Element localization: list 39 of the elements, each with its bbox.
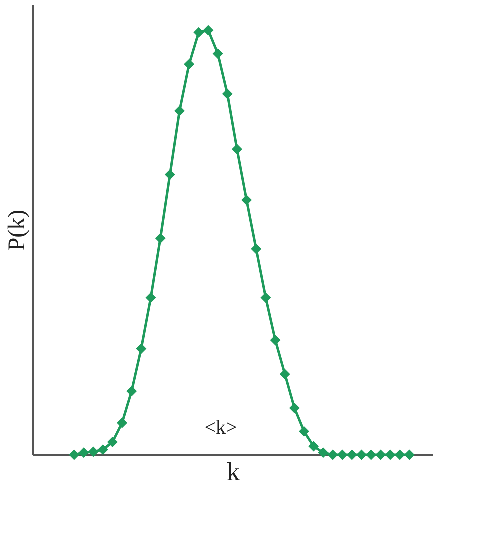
point [155, 233, 166, 244]
point [107, 437, 118, 448]
point [260, 292, 272, 304]
point [164, 170, 176, 180]
point [212, 48, 224, 60]
point [242, 195, 252, 206]
point [98, 444, 108, 456]
point [394, 450, 406, 460]
point [385, 450, 396, 460]
point [346, 450, 358, 460]
x-axis-title: k [227, 458, 240, 486]
point [117, 418, 128, 428]
point [280, 369, 290, 380]
point [251, 244, 262, 254]
point [88, 446, 99, 458]
point [78, 448, 90, 458]
point [289, 403, 300, 414]
point [232, 144, 242, 155]
point [146, 292, 156, 304]
point [194, 27, 204, 38]
point [184, 59, 195, 70]
point [318, 448, 329, 458]
point [136, 344, 147, 354]
point [174, 106, 185, 116]
point [126, 386, 138, 397]
point [376, 450, 386, 460]
point [366, 450, 377, 460]
point [203, 25, 214, 36]
point [337, 450, 348, 460]
point [404, 450, 415, 460]
annotation: <k> [204, 417, 238, 439]
point [328, 450, 338, 460]
point [308, 441, 320, 452]
point [356, 450, 367, 460]
point [69, 450, 80, 460]
y-axis-title: P(k) [4, 210, 30, 252]
point [299, 426, 310, 437]
point [270, 335, 281, 346]
point [222, 88, 233, 100]
